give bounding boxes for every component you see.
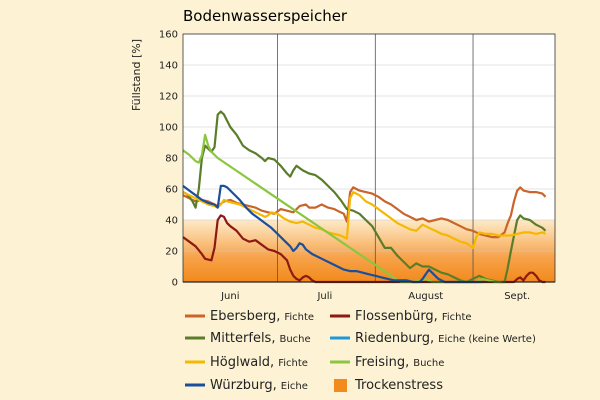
legend-item-hglwald: Höglwald, Fichte [185, 355, 308, 370]
legend-label: Trockenstress [354, 378, 443, 393]
legend-label: Flossenbürg, Fichte [355, 309, 472, 324]
legend-subtitle: Buche [413, 358, 444, 369]
legend-subtitle: Buche [279, 334, 310, 345]
legend-name: Riedenburg, [355, 331, 434, 346]
legend-name: Höglwald, [210, 355, 274, 370]
y-tick-label: 60 [165, 185, 178, 196]
legend-item-trockenstress: Trockenstress [334, 378, 443, 393]
legend-label: Ebersberg, Fichte [210, 309, 314, 324]
legend-subtitle: Fichte [442, 312, 472, 323]
legend-swatch [334, 379, 347, 392]
legend-label: Freising, Buche [355, 355, 444, 370]
legend-name: Trockenstress [354, 378, 443, 393]
legend-item-flossenbrg: Flossenbürg, Fichte [330, 309, 472, 324]
legend-subtitle: Eiche (keine Werte) [438, 334, 536, 345]
x-tick-label: Juli [316, 291, 332, 302]
legend-label: Höglwald, Fichte [210, 355, 308, 370]
legend-subtitle: Fichte [284, 312, 314, 323]
legend-name: Mitterfels, [210, 331, 275, 346]
x-tick-label: Sept. [504, 291, 530, 302]
y-tick-label: 40 [165, 216, 178, 227]
legend-item-mitterfels: Mitterfels, Buche [185, 331, 311, 346]
x-tick-label: August [408, 291, 443, 302]
legend-item-wrzburg: Würzburg, Eiche [185, 378, 308, 393]
series-line-hglwald [182, 191, 546, 249]
x-tick-label: Juni [220, 291, 239, 302]
series-line-flossenbrg [182, 214, 546, 284]
legend-label: Riedenburg, Eiche (keine Werte) [355, 331, 536, 346]
legend-subtitle: Eiche [281, 381, 308, 392]
legend-item-riedenburg: Riedenburg, Eiche (keine Werte) [330, 331, 536, 346]
legend-item-ebersberg: Ebersberg, Fichte [185, 309, 314, 324]
legend-label: Mitterfels, Buche [210, 331, 311, 346]
legend-subtitle: Fichte [278, 358, 308, 369]
chart-title: Bodenwasserspeicher [183, 7, 348, 25]
y-tick-label: 120 [159, 92, 178, 103]
legend-name: Würzburg, [210, 378, 277, 393]
y-tick-label: 80 [165, 154, 178, 165]
y-tick-label: 140 [159, 61, 178, 72]
legend-item-freising: Freising, Buche [330, 355, 444, 370]
legend-name: Freising, [355, 355, 409, 370]
legend-name: Flossenbürg, [355, 309, 438, 324]
y-axis-label: Füllstand [%] [130, 39, 143, 111]
y-tick-label: 100 [159, 123, 178, 134]
legend-label: Würzburg, Eiche [210, 378, 308, 393]
y-tick-label: 20 [165, 247, 178, 258]
y-tick-label: 160 [159, 30, 178, 41]
y-tick-label: 0 [172, 278, 178, 289]
legend-name: Ebersberg, [210, 309, 280, 324]
series-line-wrzburg [182, 184, 483, 284]
